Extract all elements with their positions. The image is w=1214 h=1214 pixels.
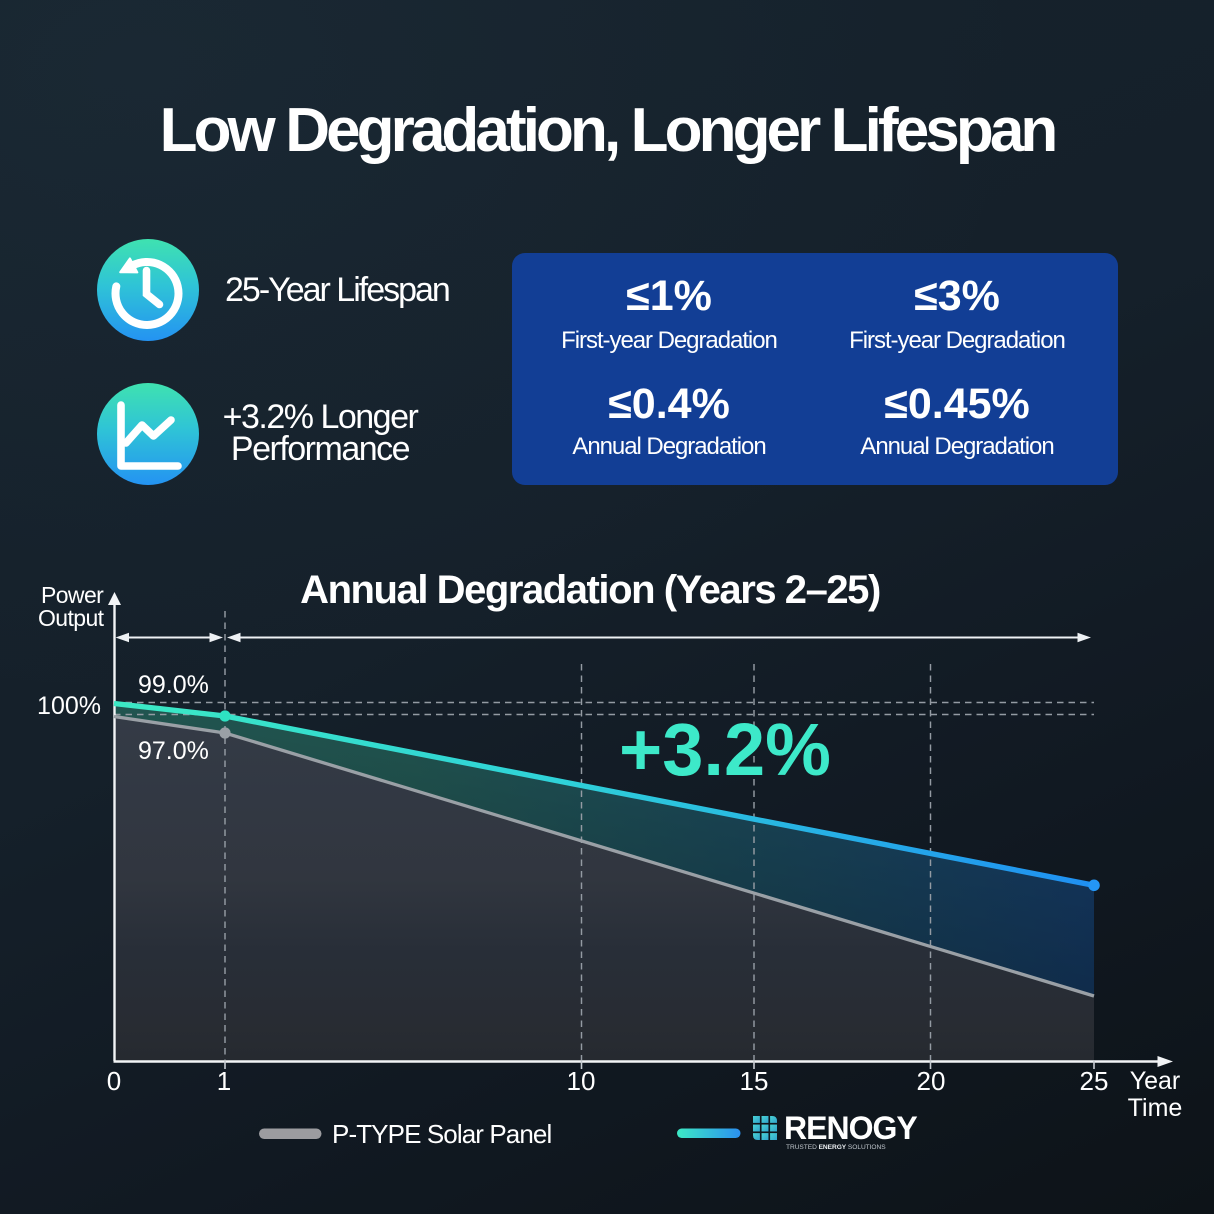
svg-text:1: 1 [217, 1066, 231, 1096]
svg-text:Year: Year [1130, 1067, 1181, 1095]
svg-text:25: 25 [1080, 1066, 1109, 1096]
svg-text:97.0%: 97.0% [138, 737, 209, 765]
svg-text:0: 0 [107, 1066, 121, 1096]
svg-text:Time: Time [1128, 1094, 1183, 1122]
svg-text:Power: Power [41, 582, 104, 608]
svg-text:99.0%: 99.0% [138, 671, 209, 699]
svg-text:20: 20 [917, 1066, 946, 1096]
svg-text:100%: 100% [37, 692, 101, 720]
svg-text:15: 15 [740, 1066, 769, 1096]
svg-text:Output: Output [38, 605, 105, 631]
svg-text:10: 10 [567, 1066, 596, 1096]
